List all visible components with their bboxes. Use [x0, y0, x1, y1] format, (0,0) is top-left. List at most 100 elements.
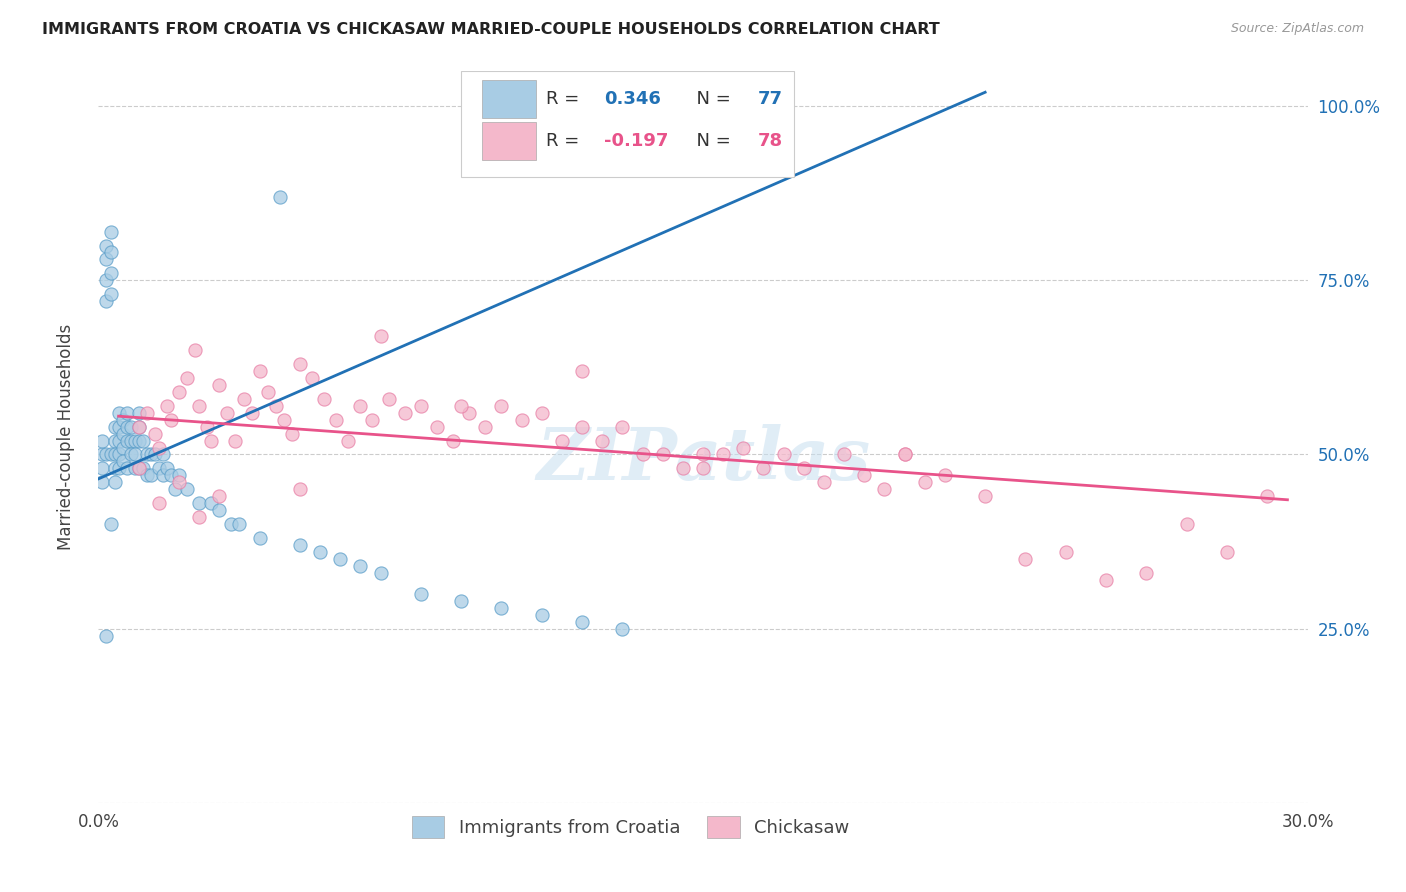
Point	[228, 517, 250, 532]
Point	[103, 419, 125, 434]
Point	[873, 483, 896, 497]
Point	[111, 441, 134, 455]
Point	[914, 475, 936, 490]
Point	[163, 483, 186, 497]
Point	[96, 238, 118, 252]
Point	[115, 406, 138, 420]
Point	[128, 461, 150, 475]
Point	[100, 448, 122, 462]
Point	[100, 245, 122, 260]
Point	[974, 489, 997, 503]
Point	[156, 461, 179, 475]
Point	[148, 461, 170, 475]
Point	[426, 419, 449, 434]
Point	[441, 434, 464, 448]
Point	[188, 399, 211, 413]
Point	[301, 371, 323, 385]
Point	[107, 448, 129, 462]
Point	[100, 266, 122, 280]
Point	[349, 399, 371, 413]
Point	[361, 412, 384, 426]
Point	[152, 468, 174, 483]
Point	[349, 558, 371, 573]
Point	[107, 461, 129, 475]
Point	[91, 448, 114, 462]
Point	[232, 392, 254, 406]
Point	[530, 406, 553, 420]
Point	[269, 190, 291, 204]
Point	[1216, 545, 1239, 559]
Point	[934, 468, 956, 483]
Point	[1014, 552, 1036, 566]
Point	[156, 399, 179, 413]
Point	[100, 517, 122, 532]
Point	[711, 448, 734, 462]
Point	[167, 384, 190, 399]
Point	[1175, 517, 1198, 532]
Point	[188, 510, 211, 524]
Point	[176, 483, 198, 497]
Point	[510, 412, 533, 426]
Point	[264, 399, 287, 413]
Point	[135, 468, 157, 483]
Point	[530, 607, 553, 622]
Point	[148, 441, 170, 455]
Point	[103, 448, 125, 462]
Point	[752, 461, 775, 475]
Point	[124, 434, 146, 448]
Point	[128, 419, 150, 434]
Point	[631, 448, 654, 462]
Point	[111, 412, 134, 426]
Point	[132, 461, 155, 475]
Point	[853, 468, 876, 483]
Point	[491, 399, 513, 413]
Point	[148, 496, 170, 510]
Point	[450, 399, 472, 413]
Text: Source: ZipAtlas.com: Source: ZipAtlas.com	[1230, 22, 1364, 36]
Bar	[482, 80, 536, 118]
Point	[325, 412, 347, 426]
Text: ZIPatlas: ZIPatlas	[536, 424, 870, 494]
Legend: Immigrants from Croatia, Chickasaw: Immigrants from Croatia, Chickasaw	[405, 808, 856, 845]
Point	[288, 538, 311, 552]
Point	[551, 434, 574, 448]
Point	[167, 468, 190, 483]
Point	[103, 461, 125, 475]
Point	[281, 426, 304, 441]
Point	[96, 629, 118, 643]
Point	[288, 483, 311, 497]
Point	[132, 434, 155, 448]
Point	[249, 364, 271, 378]
Text: 0.346: 0.346	[603, 90, 661, 108]
Point	[103, 434, 125, 448]
Point	[139, 448, 162, 462]
Point	[96, 448, 118, 462]
Point	[195, 419, 218, 434]
Point	[160, 412, 183, 426]
Point	[458, 406, 481, 420]
Point	[115, 434, 138, 448]
Point	[314, 392, 336, 406]
Y-axis label: Married-couple Households: Married-couple Households	[56, 324, 75, 550]
Point	[152, 448, 174, 462]
Point	[309, 545, 332, 559]
Point	[115, 461, 138, 475]
Point	[208, 489, 231, 503]
Point	[571, 419, 593, 434]
Point	[96, 252, 118, 267]
Point	[591, 434, 613, 448]
Point	[143, 426, 166, 441]
Point	[370, 329, 392, 343]
Point	[96, 294, 118, 309]
Point	[120, 448, 142, 462]
Point	[208, 503, 231, 517]
Point	[103, 475, 125, 490]
Point	[832, 448, 855, 462]
Point	[96, 273, 118, 287]
Point	[100, 287, 122, 301]
Point	[288, 357, 311, 371]
Point	[176, 371, 198, 385]
Point	[692, 448, 714, 462]
Text: IMMIGRANTS FROM CROATIA VS CHICKASAW MARRIED-COUPLE HOUSEHOLDS CORRELATION CHART: IMMIGRANTS FROM CROATIA VS CHICKASAW MAR…	[42, 22, 941, 37]
Point	[188, 496, 211, 510]
